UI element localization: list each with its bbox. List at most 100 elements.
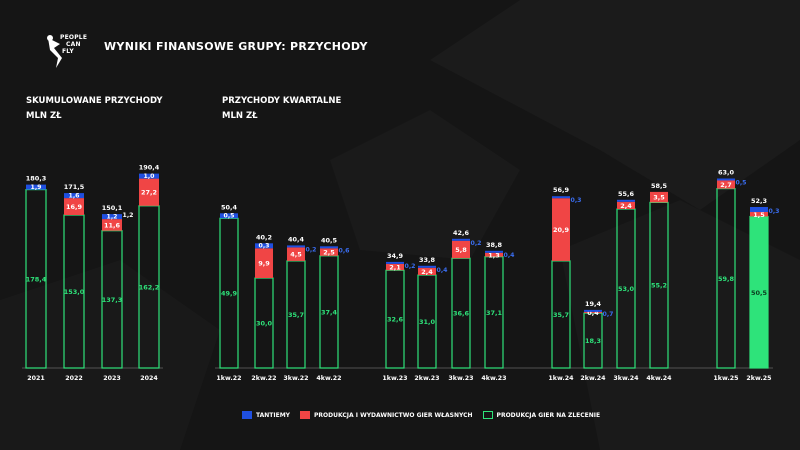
category-label: 3kw.23 bbox=[448, 375, 473, 382]
data-label-contract: 35,7 bbox=[288, 311, 304, 319]
bar-segment-own-games bbox=[418, 267, 436, 275]
right-chart-title: PRZYCHODY KWARTALNE bbox=[222, 96, 342, 106]
legend-label: TANTIEMY bbox=[256, 411, 291, 419]
bar-segment-tantiemy bbox=[750, 207, 768, 212]
logo-text: PEOPLE CAN FLY bbox=[60, 34, 90, 55]
category-label: 1kw.23 bbox=[382, 375, 407, 382]
data-label-tantiemy-outside: 0,2 bbox=[405, 263, 416, 270]
legend-item-contract-games: PRODUKCJA GIER NA ZLECENIE bbox=[482, 411, 601, 419]
bar-segment-own-games bbox=[485, 252, 503, 257]
category-label: 2024 bbox=[140, 375, 158, 382]
data-label-own-games: 16,9 bbox=[66, 203, 83, 211]
category-label: 1kw.25 bbox=[713, 375, 738, 382]
data-label-total: 40,5 bbox=[321, 236, 338, 244]
legend-item-own-games: PRODUKCJA I WYDAWNICTWO GIER WŁASNYCH bbox=[300, 411, 473, 419]
bar-segment-own-games bbox=[287, 247, 305, 261]
category-label: 2kw.24 bbox=[580, 375, 606, 382]
data-label-contract: 31,0 bbox=[419, 318, 436, 326]
data-label-contract: 32,6 bbox=[387, 316, 404, 324]
bar-segment-tantiemy bbox=[26, 184, 46, 190]
data-label-own-games: 2,7 bbox=[720, 181, 732, 189]
bar-segment-own-games bbox=[650, 191, 668, 203]
bar-segment-tantiemy bbox=[418, 265, 436, 268]
bar-segment-tantiemy bbox=[320, 246, 338, 249]
data-label-own-games: 2,4 bbox=[421, 268, 433, 276]
category-label: 4kw.24 bbox=[646, 375, 672, 382]
category-label: 2kw.25 bbox=[746, 375, 771, 382]
data-label-own-games: 1,3 bbox=[488, 251, 500, 259]
right-chart-subtitle: PRZYCHODY KWARTALNE MLN ZŁ bbox=[222, 94, 341, 124]
data-label-own-games: 2,1 bbox=[389, 264, 401, 272]
data-label-tantiemy: 1,0 bbox=[144, 173, 156, 180]
data-label-total: 40,4 bbox=[288, 235, 305, 243]
data-label-own-games: 0,4 bbox=[587, 309, 599, 317]
people-can-fly-logo bbox=[47, 35, 62, 68]
data-label-total: 52,3 bbox=[751, 197, 767, 205]
data-label-tantiemy-outside: 0,2 bbox=[471, 240, 482, 247]
data-label-own-games: 5,8 bbox=[455, 246, 467, 254]
legend-label: PRODUKCJA GIER NA ZLECENIE bbox=[496, 411, 601, 419]
bar-segment-own-games bbox=[386, 263, 404, 271]
data-label-total: 42,6 bbox=[453, 229, 470, 237]
data-label-tantiemy-outside: 0,2 bbox=[306, 246, 317, 253]
category-label: 2kw.23 bbox=[414, 375, 439, 382]
bar-segment-tantiemy bbox=[255, 243, 273, 249]
data-label-contract: 37,1 bbox=[486, 309, 503, 317]
data-label-tantiemy: 0,3 bbox=[259, 243, 270, 250]
data-label-total: 58,5 bbox=[651, 182, 668, 190]
data-label-total: 56,9 bbox=[553, 186, 570, 194]
legend-swatch-own-games bbox=[300, 411, 311, 419]
data-label-total: 171,5 bbox=[64, 183, 85, 191]
bar-segment-tantiemy bbox=[717, 178, 735, 181]
bar-segment-own-games bbox=[750, 212, 768, 217]
data-label-own-games: 2,5 bbox=[323, 249, 335, 257]
legend-label: PRODUKCJA I WYDAWNICTWO GIER WŁASNYCH bbox=[314, 411, 473, 419]
left-chart-subtitle: SKUMULOWANE PRZYCHODY MLN ZŁ bbox=[26, 94, 163, 124]
bar-segment-tantiemy bbox=[64, 193, 84, 199]
data-label-total: 33,8 bbox=[419, 256, 436, 264]
bar-segment-tantiemy bbox=[584, 309, 602, 312]
data-label-own-games: 2,4 bbox=[620, 202, 632, 210]
bar-segment-tantiemy bbox=[386, 261, 404, 264]
bar-segment-tantiemy bbox=[485, 250, 503, 253]
data-label-total: 55,6 bbox=[618, 190, 635, 198]
data-label-own-games: 20,9 bbox=[553, 226, 570, 234]
category-label: 2022 bbox=[65, 375, 83, 382]
data-label-total: 34,9 bbox=[387, 252, 404, 260]
data-label-tantiemy-outside: 0,7 bbox=[603, 311, 614, 318]
data-label-contract: 137,3 bbox=[102, 296, 123, 304]
data-label-contract: 37,4 bbox=[321, 308, 338, 316]
logo-word: FLY bbox=[62, 48, 74, 55]
bar-segment-tantiemy bbox=[287, 245, 305, 248]
data-label-tantiemy-outside: 0,3 bbox=[571, 197, 582, 204]
data-label-contract: 49,9 bbox=[221, 290, 238, 298]
bar-segment-tantiemy bbox=[102, 214, 122, 220]
legend: TANTIEMY PRODUKCJA I WYDAWNICTWO GIER WŁ… bbox=[242, 411, 600, 419]
category-label: 2kw.22 bbox=[251, 375, 276, 382]
left-chart-title: SKUMULOWANE PRZYCHODY bbox=[26, 96, 163, 106]
data-label-contract: 36,6 bbox=[453, 310, 470, 318]
data-label-own-games: 4,5 bbox=[290, 251, 302, 259]
data-label-contract: 153,0 bbox=[64, 288, 85, 296]
data-label-contract: 35,7 bbox=[553, 311, 569, 319]
data-label-own-games: 27,2 bbox=[141, 189, 157, 197]
left-chart-unit: MLN ZŁ bbox=[26, 111, 62, 121]
data-label-tantiemy: 1,6 bbox=[69, 192, 80, 199]
data-label-own-games: 11,6 bbox=[104, 221, 121, 229]
data-label-tantiemy-outside: 0,4 bbox=[504, 252, 516, 259]
data-label-total: 150,1 bbox=[102, 204, 123, 212]
bar-segment-own-games bbox=[452, 240, 470, 259]
bar-segment-tantiemy bbox=[139, 173, 159, 179]
bar-segment-tantiemy bbox=[452, 238, 470, 241]
legend-swatch-contract-games bbox=[482, 411, 493, 419]
logo-word: CAN bbox=[66, 41, 81, 48]
data-label-contract: 53,0 bbox=[618, 285, 635, 293]
data-label-tantiemy-outside: 0,5 bbox=[736, 180, 747, 187]
data-label-contract: 18,3 bbox=[585, 337, 601, 345]
category-label: 1kw.24 bbox=[548, 375, 574, 382]
data-label-tantiemy-outside: 0,6 bbox=[339, 247, 350, 254]
data-label-tantiemy-outside: 0,3 bbox=[769, 208, 780, 215]
category-label: 3kw.22 bbox=[283, 375, 308, 382]
